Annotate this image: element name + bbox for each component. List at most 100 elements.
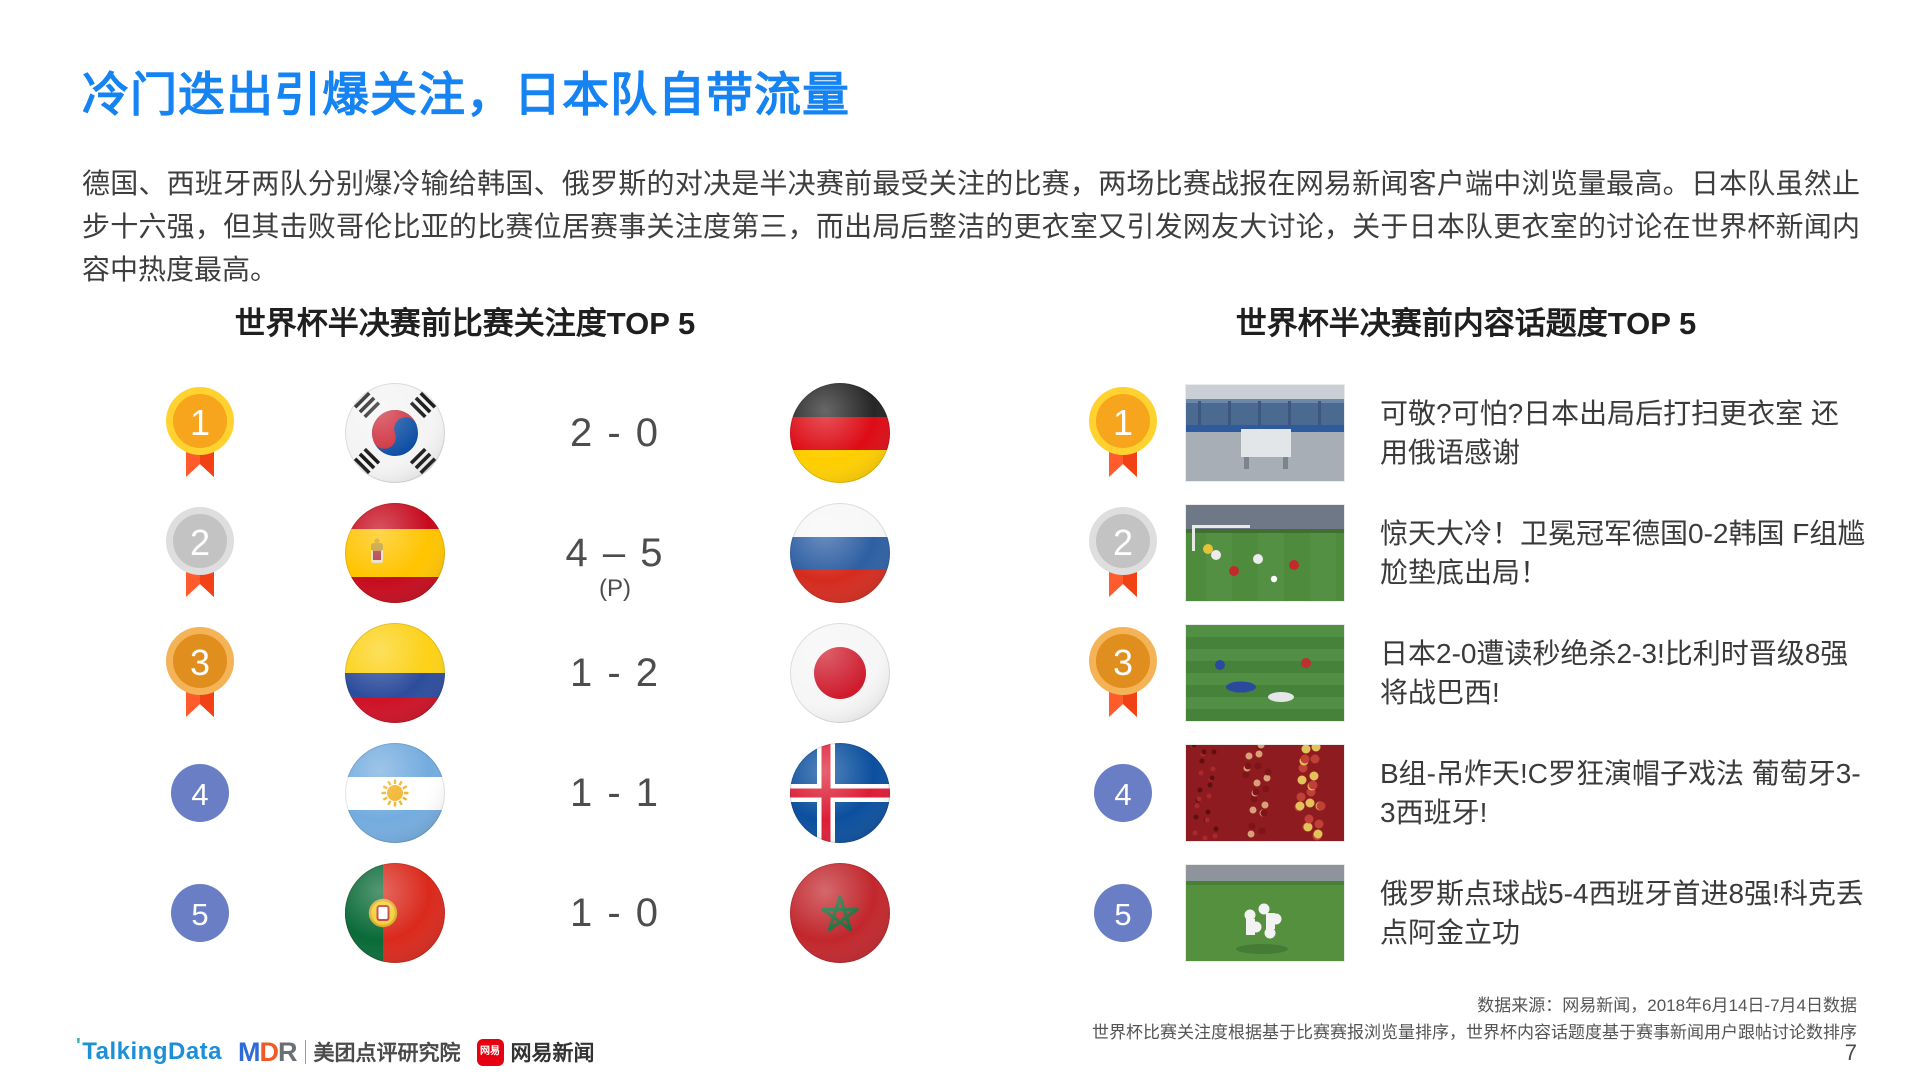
talkingdata-logo: ' TalkingData [76, 1035, 223, 1066]
news-headline: 日本2-0遭读秒绝杀2-3!比利时晋级8强将战巴西! [1380, 638, 1849, 708]
topic-rank-row: 3 日本2-0遭读秒绝杀2-3!比利时晋级8强将战巴西! [1060, 613, 1872, 733]
team-flag-argentina [345, 743, 445, 843]
home-flag-cell [345, 503, 445, 603]
team-flag-iceland [790, 743, 890, 843]
data-source-line1: 数据来源：网易新闻，2018年6月14日-7月4日数据 [1477, 996, 1857, 1015]
match-rank-row: 3 1 - 2 [60, 613, 940, 733]
netease-news-wordmark: 网易新闻 [510, 1042, 595, 1065]
news-thumbnail-russia-spain-match [1186, 865, 1344, 961]
rank-medal: 4 [171, 764, 229, 822]
talkingdata-tick-icon: ' [76, 1035, 82, 1057]
svg-text:4: 4 [191, 777, 208, 812]
away-flag-cell [790, 503, 890, 603]
match-rank-row: 1 2 - 0 [60, 373, 940, 493]
rank-cell: 5 [1094, 884, 1152, 942]
rank-cell: 3 [1087, 624, 1159, 722]
rank-medal: 4 [1094, 764, 1152, 822]
rank-medal: 5 [1094, 884, 1152, 942]
rank-cell: 2 [164, 504, 236, 602]
svg-text:3: 3 [1113, 642, 1133, 683]
score-cell: 1 - 1 [570, 771, 660, 816]
score-cell: 4 – 5 (P) [566, 531, 665, 602]
news-thumbnail-japan-belgium-match [1186, 625, 1344, 721]
home-flag-cell [345, 863, 445, 963]
mdr-wordmark: MDR [238, 1037, 297, 1068]
svg-text:5: 5 [1114, 897, 1131, 932]
news-headline: 惊天大冷！卫冕冠军德国0-2韩国 F组尴尬垫底出局！ [1380, 518, 1866, 588]
team-flag-morocco [790, 863, 890, 963]
svg-text:2: 2 [190, 522, 210, 563]
team-flag-russia [790, 503, 890, 603]
team-flag-portugal [345, 863, 445, 963]
away-flag-cell [790, 863, 890, 963]
news-thumbnail-germany-korea-match [1186, 505, 1344, 601]
rank-medal: 3 [166, 627, 234, 717]
svg-text:5: 5 [191, 897, 208, 932]
away-flag-cell [790, 623, 890, 723]
thumbnail-cell [1186, 865, 1344, 961]
netease-app-icon: 网易 [476, 1038, 504, 1066]
topic-rank-row: 2 惊天大冷！卫冕冠军德国0-2韩国 F组尴尬垫底出局！ [1060, 493, 1872, 613]
thumbnail-cell [1186, 385, 1344, 481]
thumbnail-cell [1186, 505, 1344, 601]
home-flag-cell [345, 623, 445, 723]
home-flag-cell [345, 743, 445, 843]
penalty-note: (P) [599, 574, 631, 602]
match-rows: 1 2 - 0 [60, 373, 940, 973]
svg-text:1: 1 [190, 402, 210, 443]
topic-rank-row: 4 B组-吊炸天!C罗狂演帽子戏法 葡萄牙3-3西班牙! [1060, 733, 1872, 853]
rank-medal: 2 [1089, 507, 1157, 597]
thumbnail-cell [1186, 625, 1344, 721]
svg-text:2: 2 [1113, 522, 1133, 563]
match-score: 2 - 0 [569, 410, 661, 455]
topic-rank-row: 5 俄罗斯点球战5-4西班牙首进8强!科克丢点阿金立功 [1060, 853, 1872, 973]
mdr-letter: D [259, 1036, 279, 1067]
rank-cell: 4 [1094, 764, 1152, 822]
away-flag-cell [790, 743, 890, 843]
talkingdata-wordmark: TalkingData [82, 1038, 223, 1065]
away-flag-cell [790, 383, 890, 483]
match-rank-row: 4 1 - 1 [60, 733, 940, 853]
team-flag-spain [345, 503, 445, 603]
news-thumbnail-portugal-spain-fans [1186, 745, 1344, 841]
rank-cell: 1 [1087, 384, 1159, 482]
mdr-letter: R [278, 1036, 297, 1067]
match-score: 1 - 1 [569, 770, 661, 815]
svg-text:3: 3 [190, 642, 210, 683]
topic-panel-header: 世界杯半决赛前内容话题度TOP 5 [1235, 306, 1697, 341]
home-flag-cell [345, 383, 445, 483]
mdr-letter: M [238, 1036, 260, 1067]
rank-cell: 3 [164, 624, 236, 722]
rank-cell: 2 [1087, 504, 1159, 602]
thumbnail-cell [1186, 745, 1344, 841]
logo-divider [304, 1040, 306, 1064]
rank-medal: 5 [171, 884, 229, 942]
rank-medal: 3 [1089, 627, 1157, 717]
team-flag-colombia [345, 623, 445, 723]
match-score: 1 - 2 [569, 650, 661, 695]
rank-medal: 1 [166, 387, 234, 477]
data-source-line2: 世界杯比赛关注度根据基于比赛赛报浏览量排序，世界杯内容话题度基于赛事新闻用户跟帖… [1092, 1023, 1857, 1042]
team-flag-south-korea [345, 383, 445, 483]
svg-text:1: 1 [1113, 402, 1133, 443]
match-rank-row: 5 1 - 0 [60, 853, 940, 973]
content-topic-panel: 世界杯半决赛前内容话题度TOP 5 1 可敬?可怕?日本出局后打扫更衣室 还用俄… [1060, 298, 1872, 973]
rank-medal: 1 [1089, 387, 1157, 477]
news-headline: B组-吊炸天!C罗狂演帽子戏法 葡萄牙3-3西班牙! [1380, 758, 1861, 828]
score-cell: 1 - 2 [570, 651, 660, 696]
news-headline: 可敬?可怕?日本出局后打扫更衣室 还用俄语感谢 [1380, 398, 1839, 468]
rank-cell: 1 [164, 384, 236, 482]
rank-cell: 4 [171, 764, 229, 822]
news-thumbnail-japan-locker-room [1186, 385, 1344, 481]
data-source-note: 数据来源：网易新闻，2018年6月14日-7月4日数据 世界杯比赛关注度根据基于… [1092, 992, 1857, 1046]
page-title: 冷门迭出引爆关注，日本队自带流量 [82, 68, 850, 121]
news-headline: 俄罗斯点球战5-4西班牙首进8强!科克丢点阿金立功 [1380, 878, 1864, 948]
intro-paragraph: 德国、西班牙两队分别爆冷输给韩国、俄罗斯的对决是半决赛前最受关注的比赛，两场比赛… [82, 168, 1860, 285]
match-rank-row: 2 4 – 5 (P) [60, 493, 940, 613]
match-attention-panel: 世界杯半决赛前比赛关注度TOP 5 1 [60, 298, 940, 973]
netease-news-logo: 网易 网易新闻 [476, 1037, 595, 1067]
topic-rows: 1 可敬?可怕?日本出局后打扫更衣室 还用俄语感谢 2 [1060, 373, 1872, 973]
meituan-dianping-institute-logo: MDR 美团点评研究院 [238, 1037, 461, 1068]
match-panel-header: 世界杯半决赛前比赛关注度TOP 5 [234, 306, 696, 341]
